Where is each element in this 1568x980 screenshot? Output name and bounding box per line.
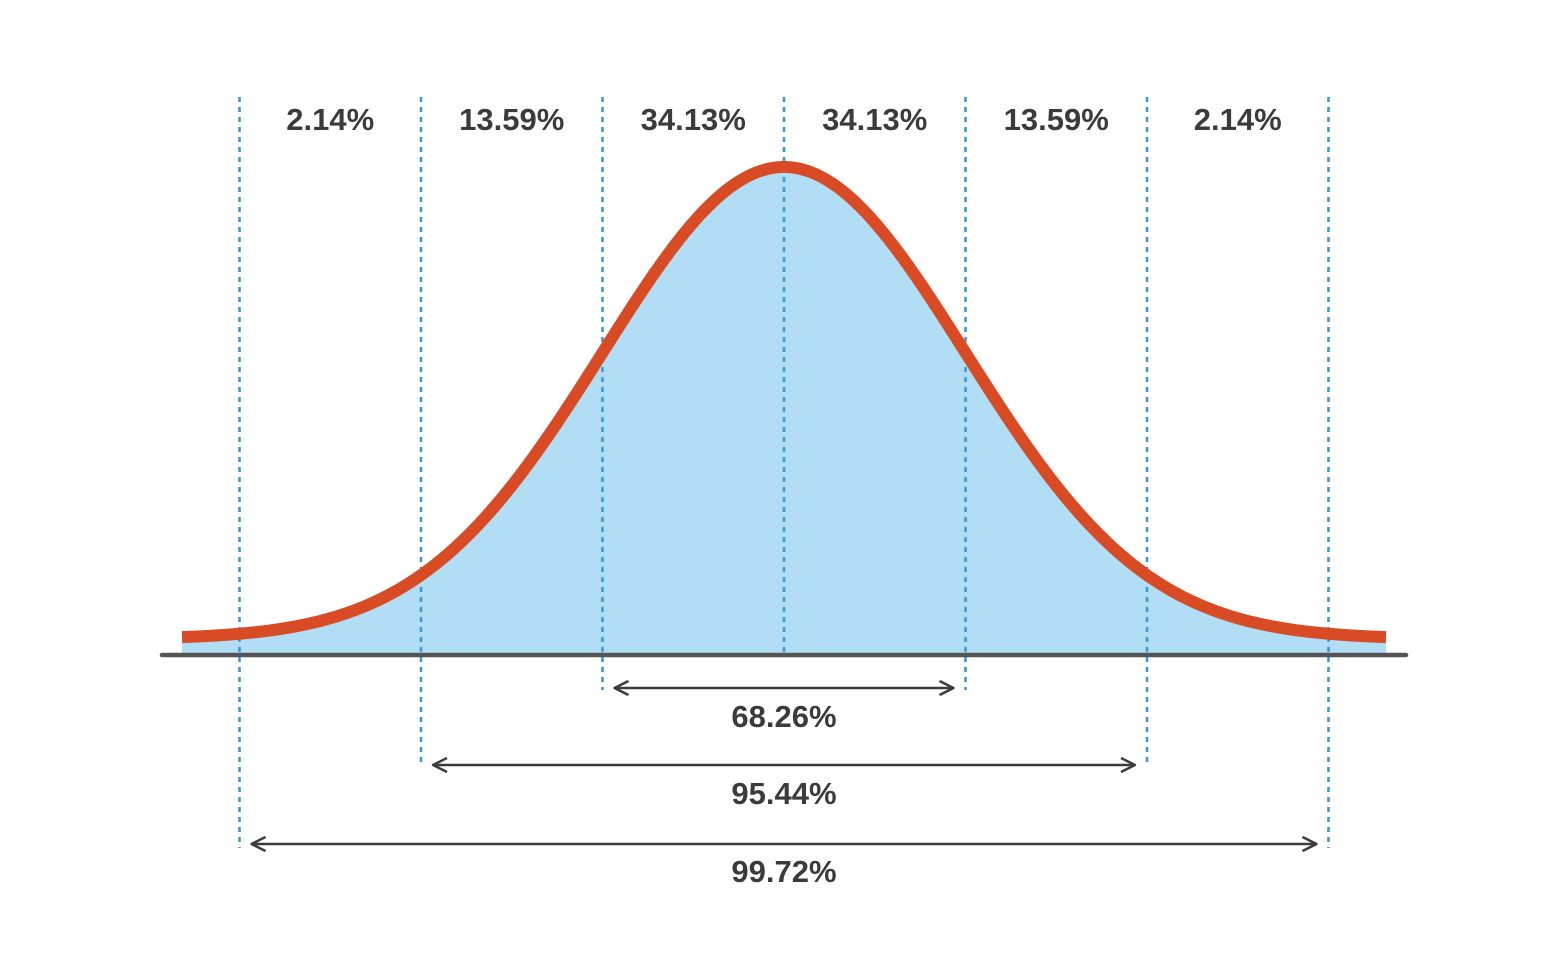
band-label: 34.13%	[822, 102, 927, 137]
range-arrow-head-right	[938, 679, 955, 697]
band-label: 13.59%	[459, 102, 564, 137]
range-label: 68.26%	[731, 699, 836, 734]
range-arrow: 95.44%	[431, 756, 1137, 811]
range-label: 99.72%	[731, 854, 836, 889]
band-label: 2.14%	[1194, 102, 1282, 137]
range-arrow-head-right	[1301, 835, 1318, 853]
ranges-layer: 68.26% 95.44% 99.72%	[250, 679, 1318, 889]
normal-curve-line	[179, 161, 1389, 644]
band-label: 2.14%	[286, 102, 374, 137]
range-label: 95.44%	[731, 776, 836, 811]
band-label: 13.59%	[1004, 102, 1109, 137]
range-arrow-head-left	[431, 756, 448, 774]
band-label: 34.13%	[641, 102, 746, 137]
range-arrow-head-left	[613, 679, 630, 697]
range-arrow-head-right	[1120, 756, 1137, 774]
sigma-lines-layer	[238, 97, 1330, 848]
range-arrow: 99.72%	[250, 835, 1318, 889]
curve-layer	[179, 161, 1389, 644]
band-labels-layer: 2.14% 13.59% 34.13% 34.13% 13.59% 2.14%	[286, 102, 1281, 137]
range-arrow: 68.26%	[613, 679, 955, 734]
range-arrow-head-left	[250, 835, 267, 853]
